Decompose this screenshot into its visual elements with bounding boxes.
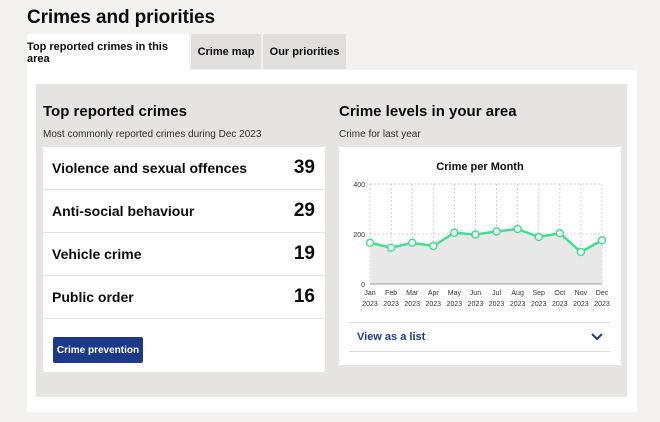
top-crimes-subheading: Most commonly reported crimes during Dec… [43, 129, 262, 140]
data-point [534, 232, 543, 242]
crime-prevention-button[interactable]: Crime prevention [53, 337, 143, 363]
crime-count: 39 [293, 157, 315, 178]
x-tick-year-label: 2023 [468, 301, 484, 308]
x-tick-year-label: 2023 [362, 301, 378, 308]
tab-top-reported-crimes[interactable]: Top reported crimes in this area [27, 34, 189, 71]
top-crimes-heading: Top reported crimes [43, 103, 187, 120]
x-tick-label: Sep [532, 290, 545, 297]
crime-name: Public order [52, 289, 134, 305]
y-tick-label: 400 [353, 182, 365, 189]
top-crimes-list: Violence and sexual offences 39 Anti-soc… [43, 147, 325, 372]
list-item: Violence and sexual offences 39 [43, 147, 325, 190]
data-point [386, 243, 396, 252]
view-as-list-label: View as a list [357, 331, 426, 343]
x-tick-label: Nov [575, 290, 588, 297]
data-point [365, 238, 375, 247]
view-as-list-toggle[interactable]: View as a list [349, 322, 610, 352]
x-tick-label: Jul [492, 290, 501, 297]
data-point [450, 228, 459, 237]
chart-card: Crime per Month 0 200 400 Jan 2023 Feb 2023 Mar… [339, 147, 621, 365]
x-tick-year-label: 2023 [425, 301, 441, 308]
data-point [492, 227, 501, 236]
y-tick-label: 200 [353, 232, 365, 239]
crime-levels-heading: Crime levels in your area [339, 103, 517, 120]
data-point [576, 247, 586, 257]
crime-count: 29 [293, 200, 315, 221]
data-point [555, 229, 565, 238]
crime-name: Violence and sexual offences [52, 160, 248, 176]
tab-our-priorities[interactable]: Our priorities [263, 34, 346, 69]
data-point [407, 238, 417, 247]
page-title: Crimes and priorities [27, 7, 215, 28]
crime-levels-subheading: Crime for last year [339, 129, 421, 140]
x-tick-label: Jun [470, 290, 481, 297]
data-point [597, 236, 607, 245]
x-tick-year-label: 2023 [383, 301, 399, 308]
y-tick-label: 0 [361, 282, 365, 289]
data-point [429, 241, 438, 251]
x-tick-label: Aug [511, 290, 524, 297]
x-tick-year-label: 2023 [552, 301, 568, 308]
data-point [471, 230, 480, 239]
x-tick-year-label: 2023 [404, 301, 420, 308]
crime-name: Anti-social behaviour [52, 203, 195, 219]
data-point [513, 224, 522, 234]
x-tick-year-label: 2023 [531, 301, 547, 308]
x-tick-label: Jan [364, 290, 375, 297]
crime-count: 16 [293, 286, 315, 307]
list-item: Vehicle crime 19 [43, 233, 325, 276]
x-tick-label: May [448, 290, 462, 297]
x-tick-label: Dec [596, 290, 609, 297]
x-tick-year-label: 2023 [489, 301, 505, 308]
crime-name: Vehicle crime [52, 246, 142, 262]
x-tick-label: Feb [385, 290, 397, 297]
list-item: Anti-social behaviour 29 [43, 190, 325, 233]
x-tick-year-label: 2023 [447, 301, 463, 308]
series-area [370, 229, 602, 284]
chevron-down-icon [591, 333, 603, 341]
list-item: Public order 16 [43, 276, 325, 319]
crime-count: 19 [293, 243, 315, 264]
chart-title: Crime per Month [436, 161, 524, 173]
x-tick-year-label: 2023 [573, 301, 589, 308]
crime-per-month-chart: 0 200 400 Jan 2023 Feb 2023 Mar 2023 Apr 2023 May 20… [353, 182, 610, 308]
tab-crime-map[interactable]: Crime map [191, 34, 261, 69]
x-tick-label: Oct [554, 290, 565, 297]
x-tick-label: Mar [406, 290, 419, 297]
x-tick-year-label: 2023 [510, 301, 526, 308]
x-tick-label: Apr [428, 290, 440, 297]
x-tick-year-label: 2023 [594, 301, 610, 308]
